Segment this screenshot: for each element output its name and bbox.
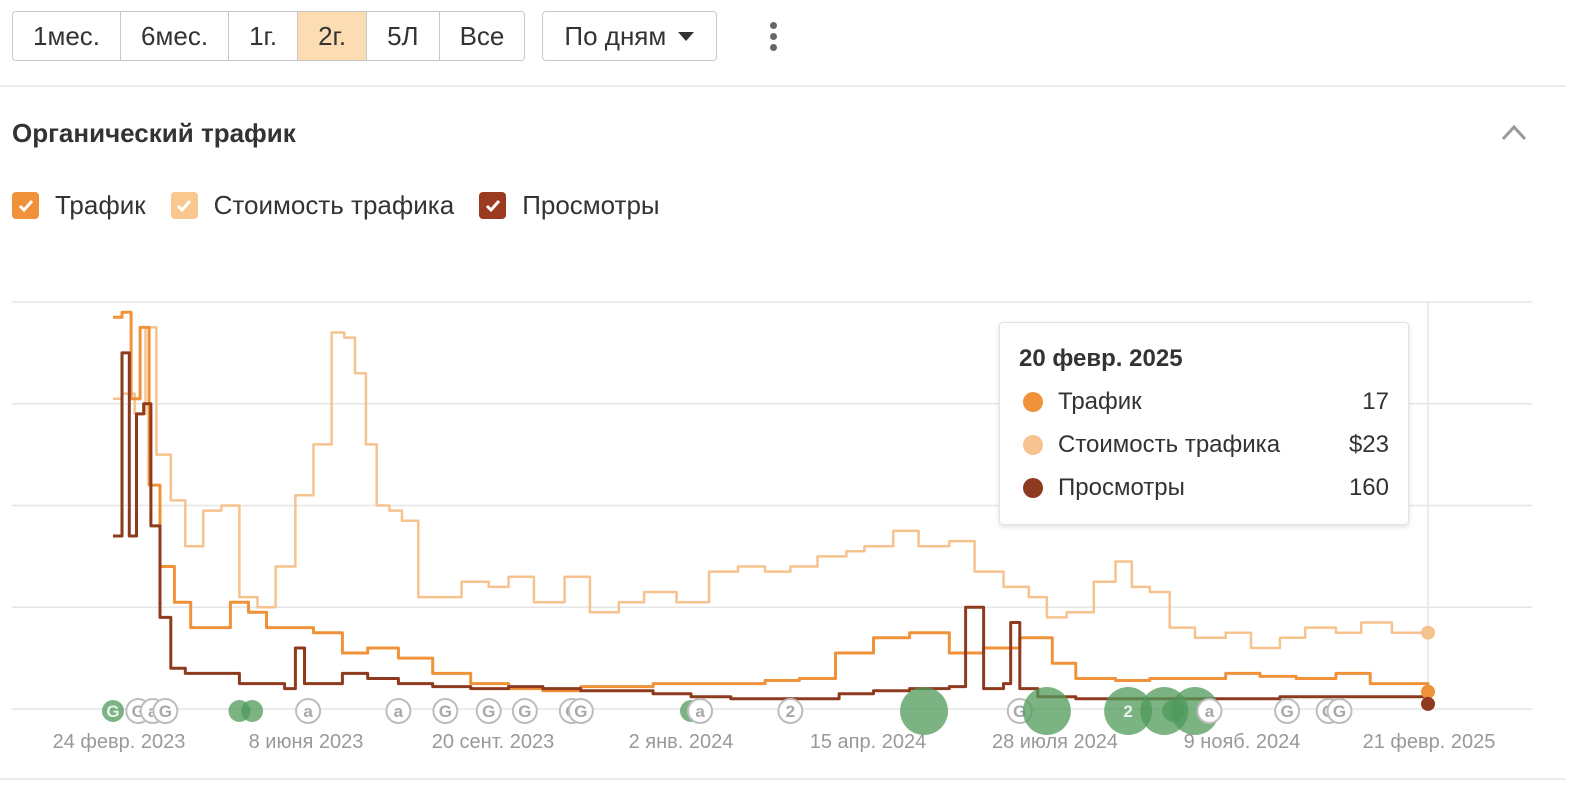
tooltip-label: Стоимость трафика [1058,431,1281,458]
annotation-letter: a [1205,702,1215,721]
annotation-marker [567,698,594,724]
x-tick-label: 9 нояб. 2024 [1184,731,1301,753]
annotation-letter: a [394,702,404,721]
series-endpoint-0 [1421,625,1435,640]
series-endpoint-1 [1421,684,1435,699]
annotation-letter: G [482,702,495,721]
annotation-marker [385,698,412,724]
annotation-letter: G [1333,702,1346,721]
x-tick-label: 8 июня 2023 [249,731,364,753]
legend-item-2[interactable]: Просмотры [479,190,660,221]
annotation-marker [241,700,264,722]
period-button-1[interactable]: 6мес. [121,12,230,60]
annotation-letter: a [303,702,313,721]
granularity-label: По дням [564,20,667,51]
x-tick-label: 21 февр. 2025 [1363,731,1496,753]
series-dot-icon [1023,392,1043,412]
legend-item-1[interactable]: Стоимость трафика [170,190,455,221]
bottom-divider [0,778,1566,780]
tooltip-row: Трафик 17 [1019,387,1389,417]
checkbox-icon[interactable] [479,192,507,219]
annotation-marker [475,698,502,724]
legend-label: Трафик [55,190,146,220]
legend-item-0[interactable]: Трафик [12,190,146,221]
x-tick-label: 24 февр. 2023 [53,731,186,753]
chevron-up-icon[interactable] [1500,122,1528,142]
annotation-letter: G [518,702,531,721]
annotation-marker [1104,687,1153,735]
tooltip-date: 20 февр. 2025 [1019,345,1183,372]
tooltip-label: Просмотры [1058,474,1185,501]
x-tick-label: 15 апр. 2024 [810,731,926,753]
tooltip-row: Просмотры 160 [1019,473,1389,503]
section-title: Органический трафик [12,118,296,148]
chevron-down-icon [678,31,695,41]
period-button-4[interactable]: 5Л [367,12,440,60]
annotation-letter: G [106,702,119,721]
granularity-dropdown[interactable]: По дням [542,11,718,61]
annotation-letter: 2 [1123,702,1132,721]
x-tick-label: 2 янв. 2024 [629,731,734,753]
x-tick-label: 28 июля 2024 [992,731,1118,753]
annotation-letter: G [574,702,587,721]
checkbox-icon[interactable] [170,192,198,219]
period-button-0[interactable]: 1мес. [13,12,122,60]
annotation-letter: G [439,702,452,721]
legend-label: Стоимость трафика [213,190,455,220]
annotation-marker [687,698,714,724]
checkbox-icon[interactable] [12,192,39,219]
series-line-2 [113,351,1430,704]
annotation-marker [102,700,124,722]
annotation-marker [1022,687,1071,735]
annotation-letter: G [159,702,172,721]
toolbar: 1мес. 6мес. 1г. 2г. 5Л Все По дням [12,10,783,62]
series-dot-icon [1023,478,1043,498]
period-button-5[interactable]: Все [439,12,525,60]
series-dot-icon [1023,435,1043,455]
period-button-3[interactable]: 2г. [298,12,368,60]
annotation-marker [1196,698,1223,724]
tooltip-row: Стоимость трафика $23 [1019,430,1389,460]
annotation-marker [152,698,179,724]
tooltip-value: 17 [1362,388,1389,415]
period-button-2[interactable]: 1г. [229,12,299,60]
tooltip-value: 160 [1348,474,1389,501]
annotation-letter: G [1013,702,1026,721]
legend-label: Просмотры [522,190,660,220]
annotation-marker [432,698,459,724]
toolbar-divider [0,85,1566,87]
tooltip-value: $23 [1348,431,1389,458]
series-line-0 [113,326,1428,650]
chart-tooltip: 20 февр. 2025 Трафик 17 Стоимость трафика $… [999,322,1409,525]
chart-legend: Трафик Стоимость трафика Просмотры [12,190,685,221]
annotation-marker [295,698,322,724]
annotation-letter: 2 [786,702,795,721]
annotation-marker [1326,698,1353,724]
series-endpoint-2 [1421,696,1435,711]
tooltip-label: Трафик [1058,388,1142,415]
series-line-1 [113,310,1430,693]
annotation-marker [777,698,804,724]
annotation-marker [1274,698,1301,724]
annotation-letter: G [1280,702,1293,721]
period-selector: 1мес. 6мес. 1г. 2г. 5Л Все [12,11,526,61]
more-options-icon[interactable] [763,16,783,56]
annotation-letter: a [695,702,705,721]
x-tick-label: 20 сент. 2023 [432,731,555,753]
annotation-marker [900,687,949,735]
annotation-marker [511,698,538,724]
